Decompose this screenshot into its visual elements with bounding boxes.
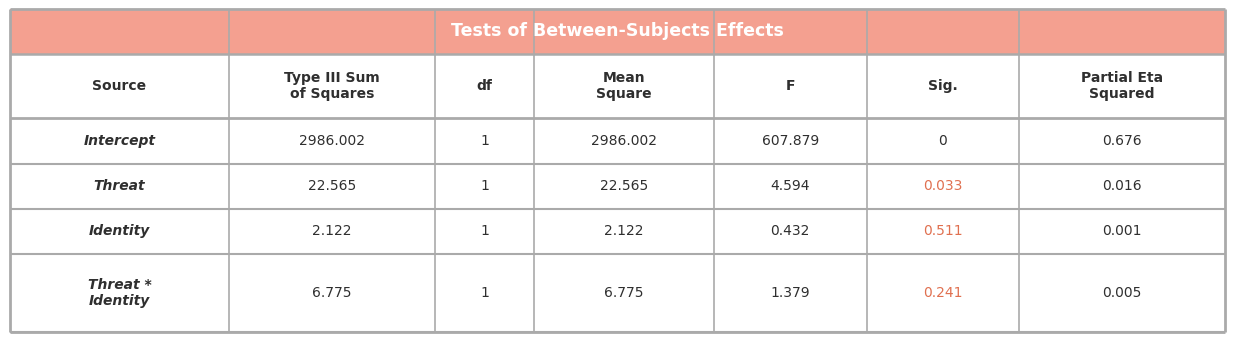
Text: Mean
Square: Mean Square xyxy=(597,71,652,101)
Text: 2.122: 2.122 xyxy=(604,224,643,238)
Text: Threat *
Identity: Threat * Identity xyxy=(88,278,152,308)
Text: 1.379: 1.379 xyxy=(771,286,810,300)
Bar xyxy=(10,118,1225,164)
Text: df: df xyxy=(477,79,493,93)
Text: 0.016: 0.016 xyxy=(1103,179,1142,193)
Text: 0.005: 0.005 xyxy=(1103,286,1142,300)
Bar xyxy=(10,209,1225,254)
Text: 0.033: 0.033 xyxy=(924,179,962,193)
Text: Threat: Threat xyxy=(94,179,146,193)
Text: 22.565: 22.565 xyxy=(600,179,648,193)
Text: Identity: Identity xyxy=(89,224,151,238)
Text: 1: 1 xyxy=(480,179,489,193)
Bar xyxy=(10,164,1225,209)
Text: 0.001: 0.001 xyxy=(1103,224,1142,238)
Text: 0.432: 0.432 xyxy=(771,224,810,238)
Bar xyxy=(10,9,1225,54)
Bar xyxy=(10,54,1225,118)
Text: 6.775: 6.775 xyxy=(312,286,352,300)
Text: Partial Eta
Squared: Partial Eta Squared xyxy=(1081,71,1163,101)
Text: 1: 1 xyxy=(480,224,489,238)
Text: Type III Sum
of Squares: Type III Sum of Squares xyxy=(284,71,380,101)
Text: Tests of Between-Subjects Effects: Tests of Between-Subjects Effects xyxy=(451,22,784,40)
Text: 2986.002: 2986.002 xyxy=(299,134,366,148)
Text: Intercept: Intercept xyxy=(84,134,156,148)
Text: Sig.: Sig. xyxy=(927,79,958,93)
Text: 1: 1 xyxy=(480,134,489,148)
Text: 2.122: 2.122 xyxy=(312,224,352,238)
Text: 22.565: 22.565 xyxy=(308,179,356,193)
Text: 1: 1 xyxy=(480,286,489,300)
Text: 6.775: 6.775 xyxy=(604,286,643,300)
Text: 4.594: 4.594 xyxy=(771,179,810,193)
Text: 2986.002: 2986.002 xyxy=(592,134,657,148)
Text: 0: 0 xyxy=(939,134,947,148)
Text: F: F xyxy=(785,79,795,93)
Text: 0.241: 0.241 xyxy=(923,286,962,300)
Text: 607.879: 607.879 xyxy=(762,134,819,148)
Text: 0.511: 0.511 xyxy=(923,224,963,238)
Text: 0.676: 0.676 xyxy=(1103,134,1142,148)
Text: Source: Source xyxy=(93,79,147,93)
Bar xyxy=(10,254,1225,332)
